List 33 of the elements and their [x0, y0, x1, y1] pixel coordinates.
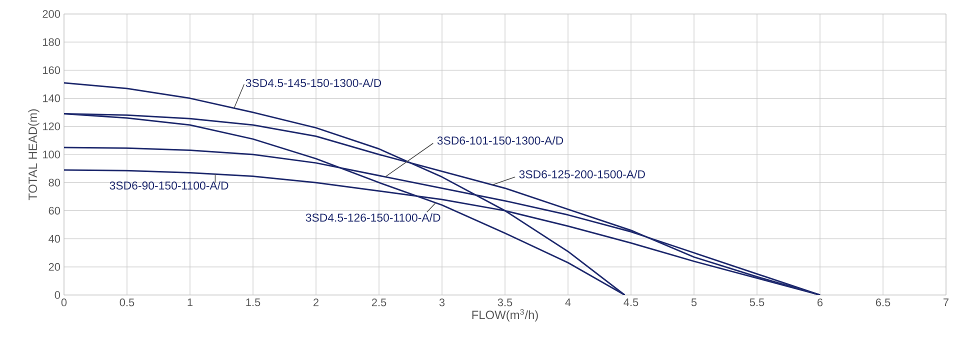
y-axis-title: TOTAL HEAD(m): [28, 109, 40, 200]
x-tick-label: 5: [691, 298, 697, 306]
x-axis-title: FLOW(m$^{3}$/h): [472, 309, 538, 322]
y-tick-label: 0: [54, 291, 60, 299]
y-tick-label: 60: [48, 206, 60, 215]
series-label: 3SD4.5-126-150-1100-A/D: [306, 213, 440, 222]
x-tick-label: 1.5: [246, 298, 260, 306]
y-tick-label: 20: [48, 263, 60, 271]
x-tick-label: 3.5: [498, 298, 512, 306]
x-tick-label: 2.5: [372, 298, 386, 306]
y-tick-label: 160: [43, 66, 60, 74]
x-tick-label: 6.5: [876, 298, 890, 306]
y-tick-label: 40: [48, 234, 60, 243]
y-tick-label: 200: [42, 10, 60, 18]
text: 3SD4.5-145-150-1300-A/D: [246, 78, 382, 88]
x-tick-label: 1: [188, 298, 193, 306]
x-tick-label: 5.5: [750, 298, 764, 306]
y-tick-label: 120: [43, 122, 60, 130]
text: 3SD6-101-150-1300-A/D: [437, 136, 564, 145]
x-tick-label: 0.5: [120, 298, 134, 306]
x-tick-label: 4: [565, 298, 571, 306]
x-tick-label: 3: [439, 298, 445, 306]
x-tick-label: 0: [61, 298, 67, 306]
x-tick-label: 2: [314, 298, 319, 306]
x-tick-label: 4.5: [624, 298, 638, 306]
y-tick-label: 140: [43, 94, 60, 102]
y-tick-label: 180: [43, 38, 60, 46]
y-tick-label: 80: [48, 178, 60, 186]
y-tick-label: 100: [43, 150, 60, 158]
x-tick-label: 7: [944, 298, 949, 306]
series-label: 3SD6-125-200-1500-A/D: [519, 170, 645, 178]
series-label: 3SD6-90-150-1100-A/D: [110, 181, 228, 190]
x-tick-label: 6: [818, 298, 823, 306]
